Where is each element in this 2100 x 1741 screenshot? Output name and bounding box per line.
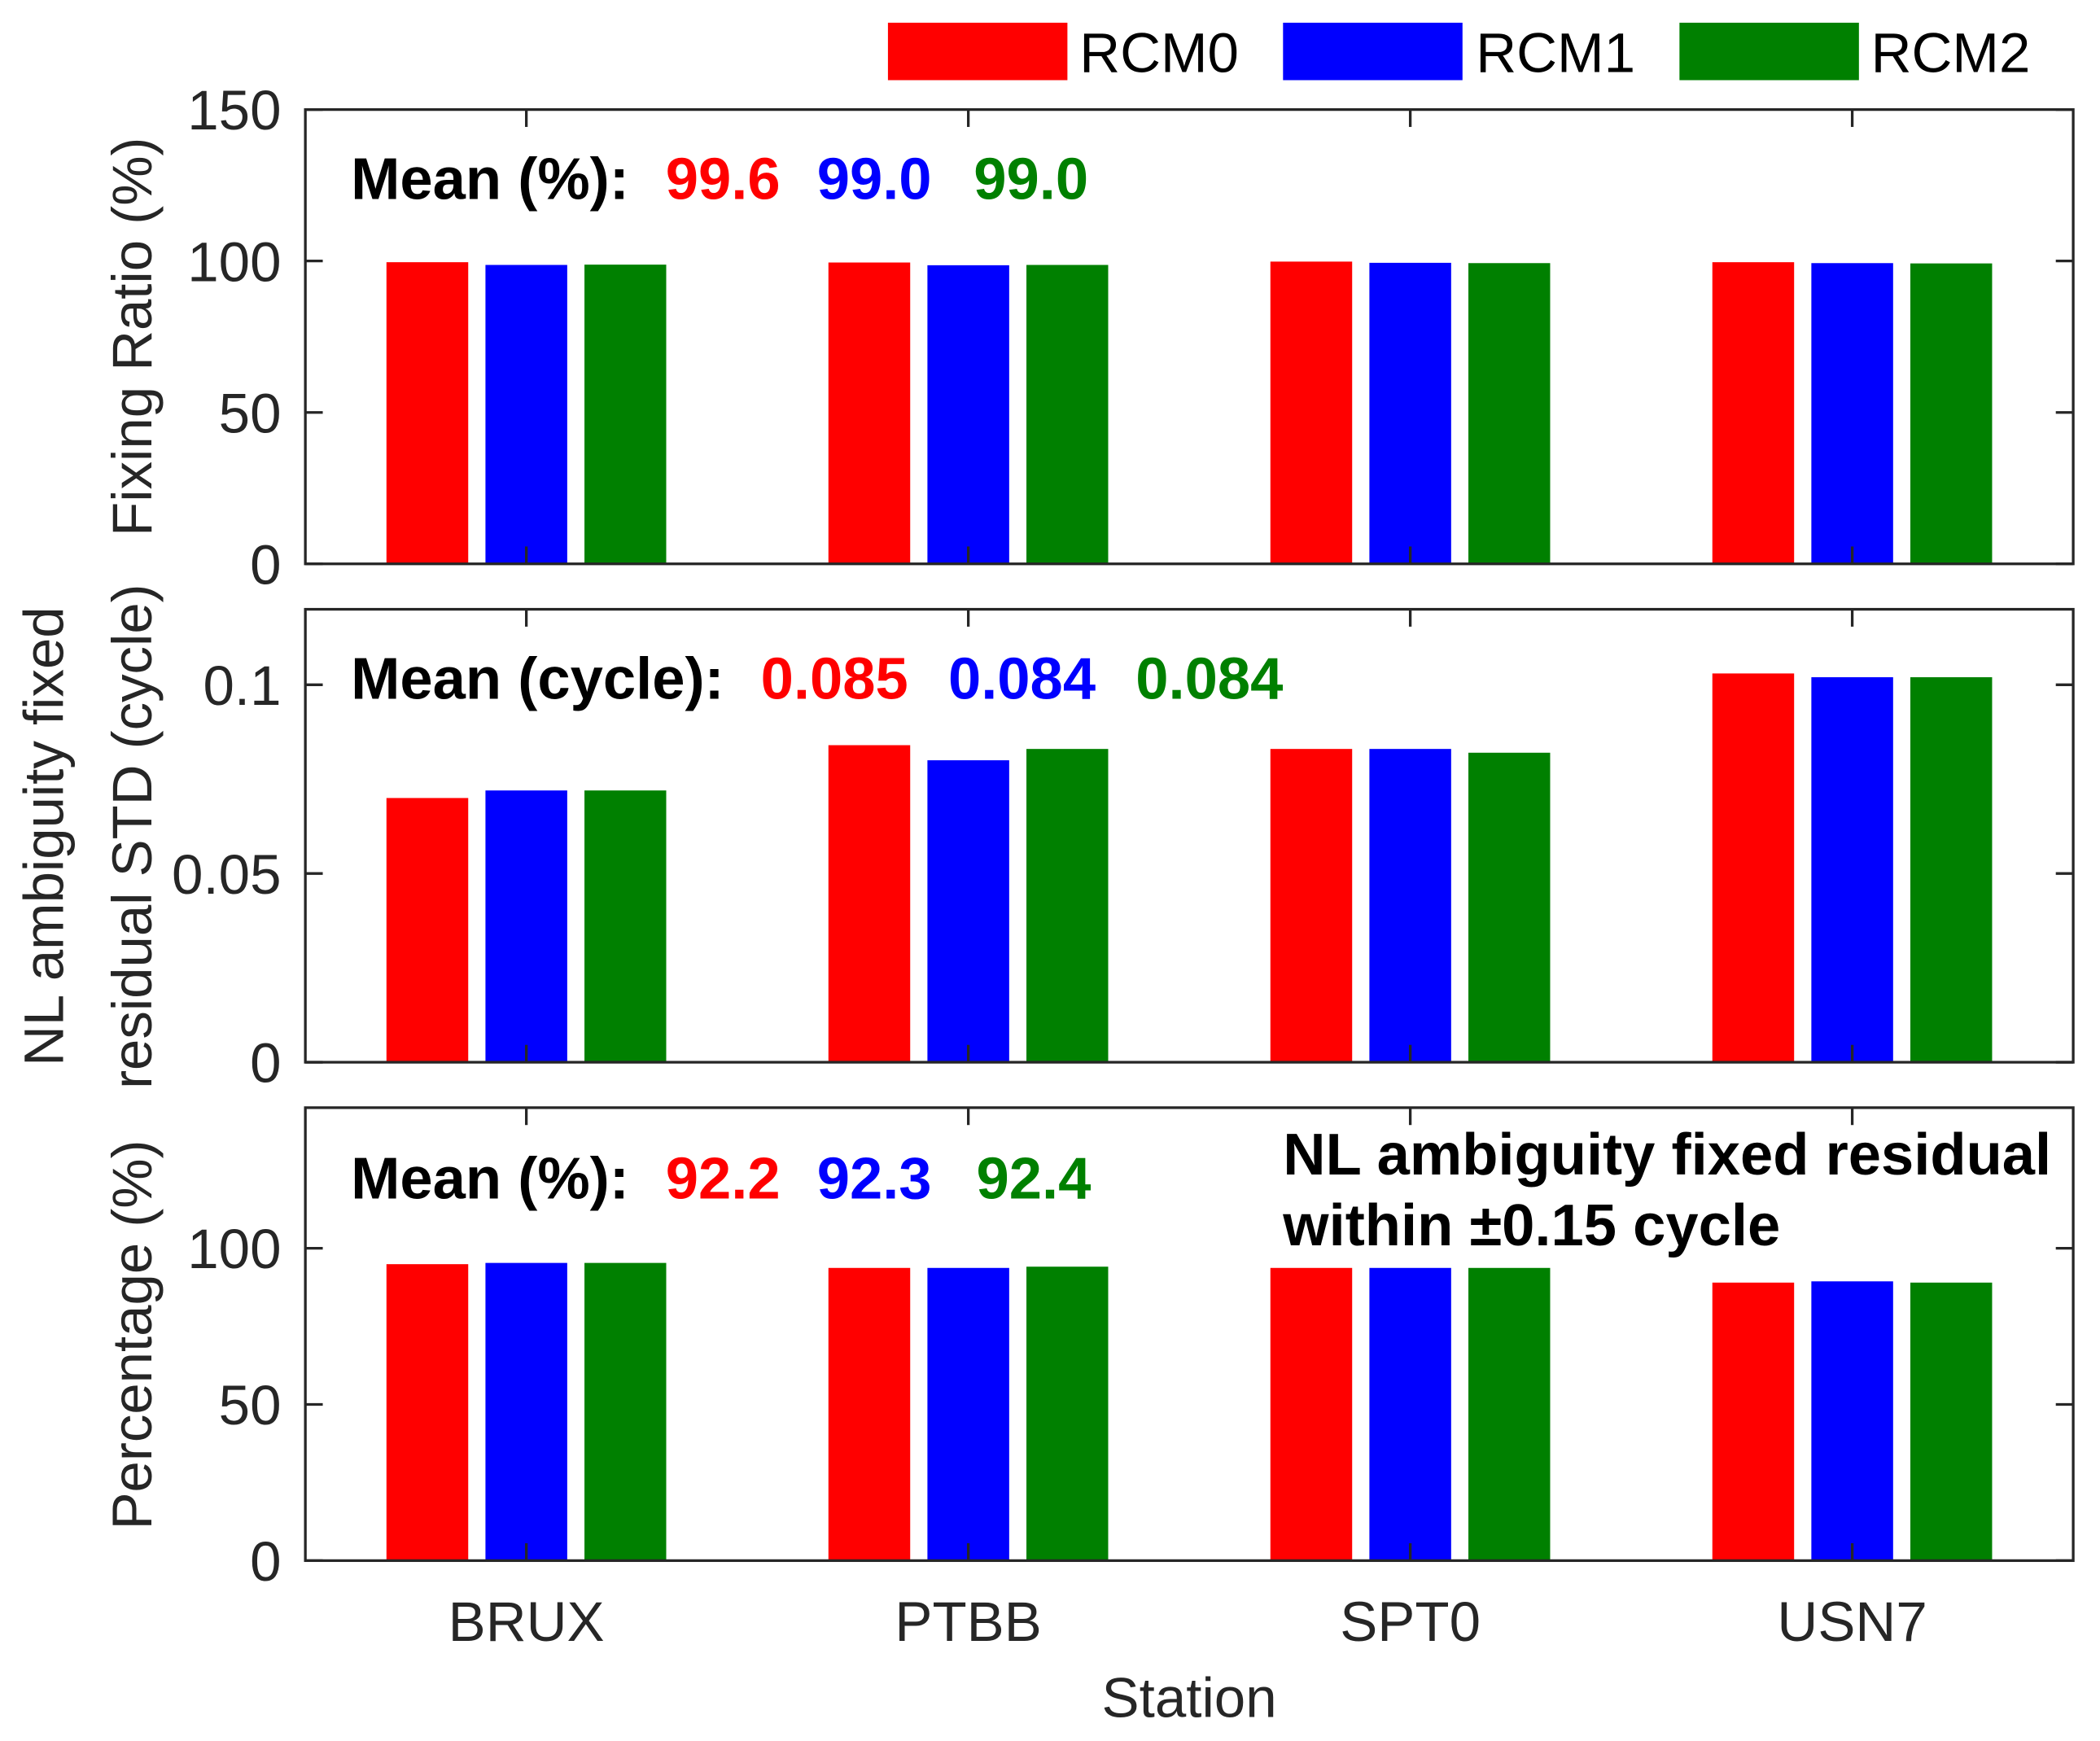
panel-1-bar-ptbb-rcm2 (1026, 265, 1109, 564)
panel-1-ytick-label: 0 (250, 533, 281, 596)
legend-label-rcm0: RCM0 (1079, 22, 1239, 85)
panel-3-ytick-label: 50 (219, 1374, 282, 1437)
panel-3-ylabel: Percentage (%) (101, 1140, 164, 1529)
panel-3-annotation: NL ambiguity fixed residual within ±0.15… (1282, 1122, 2051, 1258)
panel-2-axes-box (304, 607, 2075, 1064)
panel-2-bar-usn7-rcm0 (1712, 673, 1795, 1063)
panel-2-bar-usn7-rcm1 (1811, 677, 1893, 1063)
panel-3-bar-spt0-rcm2 (1468, 1267, 1551, 1561)
panel-2-bar-ptbb-rcm1 (927, 760, 1009, 1063)
panel-3-bar-usn7-rcm0 (1712, 1282, 1795, 1561)
panel-1-bar-spt0-rcm2 (1468, 263, 1551, 564)
panel-1-ytick-label: 50 (219, 382, 282, 444)
panel-3-bar-spt0-rcm0 (1270, 1267, 1353, 1561)
x-tick-label-ptbb: PTBB (895, 1590, 1041, 1653)
panel-3-bar-spt0-rcm1 (1369, 1267, 1451, 1561)
panel-2-bar-usn7-rcm2 (1910, 677, 1993, 1063)
panel-2-ylabel-line-2: residual STD (cycle) (101, 584, 164, 1089)
panel-1-mean-annotation: Mean (%): 99.6 99.0 99.0 (351, 147, 1088, 212)
x-axis-label: Station (1102, 1667, 1277, 1730)
panel-1-bar-usn7-rcm2 (1910, 263, 1993, 564)
panel-2-bar-spt0-rcm1 (1369, 749, 1451, 1063)
panel-3-bar-ptbb-rcm1 (927, 1267, 1009, 1561)
panel-3-mean-annotation: Mean (%): 92.2 92.3 92.4 (351, 1147, 1091, 1212)
panel-3-annotation-line-2: within ±0.15 cycle (1282, 1193, 1780, 1258)
panel-1-bar-spt0-rcm1 (1369, 262, 1451, 564)
panel-3-mean-rcm0: 92.2 (666, 1147, 781, 1212)
panel-1-bar-ptbb-rcm0 (828, 262, 911, 564)
panel-2-ytick-label: 0 (250, 1032, 281, 1095)
panel-2-mean-rcm0: 0.085 (761, 647, 908, 712)
panel-3-annotation-line-1: NL ambiguity fixed residual (1283, 1122, 2051, 1188)
panel-3: 0 50 100 (187, 1106, 2075, 1593)
panel-1-bar-brux-rcm2 (584, 265, 667, 564)
legend-label-rcm2: RCM2 (1871, 22, 2031, 85)
panel-1-axes-box (304, 107, 2075, 566)
panel-1-bar-usn7-rcm0 (1712, 262, 1795, 564)
panel-1-ylabel: Fixing Ratio (%) (101, 138, 164, 536)
panel-3-bar-ptbb-rcm0 (828, 1267, 911, 1561)
legend-label-rcm1: RCM1 (1476, 22, 1635, 85)
panel-1: 0 50 100 150 (187, 79, 2075, 596)
panel-2-ytick-label: 0.1 (203, 654, 281, 717)
panel-1-bars (386, 261, 1993, 564)
legend-swatch-rcm1 (1283, 22, 1463, 81)
panel-3-bar-brux-rcm2 (584, 1262, 667, 1561)
panel-2-mean-rcm1: 0.084 (948, 647, 1096, 712)
panel-3-bar-brux-rcm0 (386, 1264, 469, 1561)
panel-2-mean-rcm2: 0.084 (1135, 647, 1283, 712)
panel-3-bar-usn7-rcm2 (1910, 1282, 1993, 1561)
panel-1-bar-brux-rcm1 (485, 265, 567, 564)
x-tick-label-spt0: SPT0 (1340, 1590, 1481, 1653)
panel-3-mean-rcm2: 92.4 (977, 1147, 1092, 1212)
panel-1-mean-rcm1: 99.0 (817, 147, 932, 212)
panel-1-mean-rcm2: 99.0 (973, 147, 1088, 212)
legend-swatch-rcm0 (887, 22, 1068, 81)
plot-area: 0 50 100 150 0 0.05 0.1 0 50 100 (172, 79, 2075, 1593)
panel-2-bar-brux-rcm0 (386, 798, 469, 1063)
panel-2-bar-ptbb-rcm0 (828, 745, 911, 1063)
panel-1-mean-rcm0: 99.6 (666, 147, 781, 212)
panel-3-bar-usn7-rcm1 (1811, 1281, 1893, 1561)
panel-1-bar-brux-rcm0 (386, 262, 469, 564)
panel-1-ytick-label: 150 (187, 79, 281, 142)
panel-1-bar-spt0-rcm0 (1270, 261, 1353, 564)
panel-2-bar-spt0-rcm0 (1270, 749, 1353, 1063)
panel-1-bar-usn7-rcm1 (1811, 263, 1893, 564)
panel-3-axes-box (304, 1106, 2075, 1563)
panel-2-bar-brux-rcm2 (584, 790, 667, 1063)
panel-3-mean-label: Mean (%): (351, 1147, 629, 1212)
legend: RCM0 RCM1 RCM2 (887, 22, 2031, 85)
panel-3-mean-rcm1: 92.3 (817, 1147, 932, 1212)
panel-2-mean-annotation: Mean (cycle): 0.085 0.084 0.084 (351, 647, 1283, 712)
x-tick-label-usn7: USN7 (1777, 1590, 1927, 1653)
panel-2-mean-label: Mean (cycle): (351, 647, 724, 712)
panel-2-ylabel-line-1: NL ambiguity fixed (12, 606, 75, 1066)
panel-3-bar-ptbb-rcm2 (1026, 1266, 1109, 1561)
panel-1-mean-label: Mean (%): (351, 147, 629, 212)
x-tick-labels: BRUX PTBB SPT0 USN7 (448, 1590, 1927, 1653)
panel-2-ytick-label: 0.05 (172, 843, 281, 906)
panel-3-ytick-label: 0 (250, 1530, 281, 1593)
panel-2-bar-brux-rcm1 (485, 790, 567, 1063)
panel-2-bars (386, 673, 1993, 1063)
panel-2-bar-spt0-rcm2 (1468, 752, 1551, 1063)
x-tick-label-brux: BRUX (448, 1590, 605, 1653)
legend-swatch-rcm2 (1679, 22, 1859, 81)
panel-3-bars (386, 1262, 1993, 1561)
panel-1-bar-ptbb-rcm1 (927, 265, 1009, 564)
panel-3-bar-brux-rcm1 (485, 1262, 567, 1561)
panel-2: 0 0.05 0.1 (172, 607, 2075, 1095)
panel-3-ytick-label: 100 (187, 1218, 281, 1280)
panel-1-ytick-label: 100 (187, 230, 281, 293)
panel-2-bar-ptbb-rcm2 (1026, 749, 1109, 1063)
